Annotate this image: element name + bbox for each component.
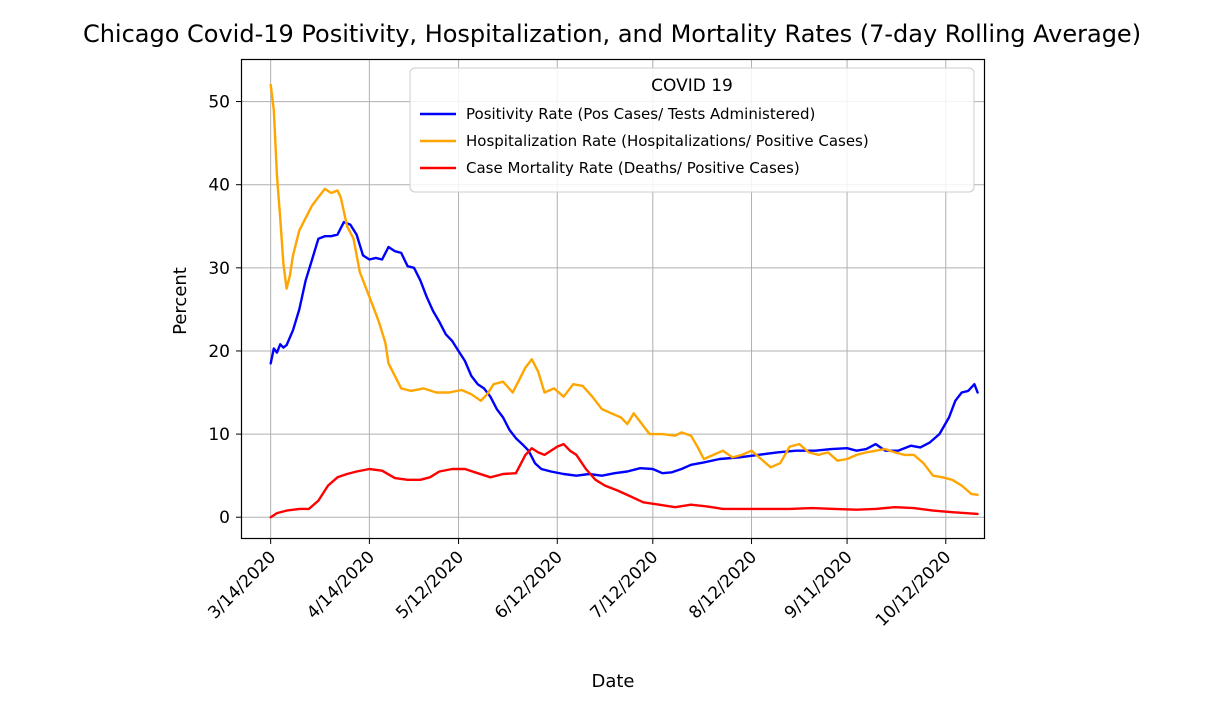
x-tick-label: 5/12/2020 bbox=[392, 547, 468, 623]
x-tick-label: 4/14/2020 bbox=[303, 547, 379, 623]
series-line-3 bbox=[269, 442, 979, 519]
plot-area-frame bbox=[240, 58, 986, 540]
legend-entries: Positivity Rate (Pos Cases/ Tests Admini… bbox=[420, 105, 869, 177]
y-tick-label: 10 bbox=[208, 425, 230, 445]
x-tick-label: 8/12/2020 bbox=[685, 547, 761, 623]
legend-label-1: Positivity Rate (Pos Cases/ Tests Admini… bbox=[466, 105, 815, 123]
x-axis-ticks: 3/14/2020 4/14/2020 5/12/2020 6/12/2020 7/12… bbox=[204, 538, 955, 631]
y-tick-label: 50 bbox=[208, 93, 230, 113]
legend-label-2: Hospitalization Rate (Hospitalizations/ … bbox=[466, 132, 869, 150]
x-tick-label: 3/14/2020 bbox=[204, 547, 280, 623]
chart-title: Chicago Covid-19 Positivity, Hospitaliza… bbox=[83, 20, 1141, 48]
y-tick-label: 40 bbox=[208, 176, 230, 196]
x-tick-label: 10/12/2020 bbox=[872, 547, 955, 630]
legend-title: COVID 19 bbox=[651, 76, 733, 96]
x-axis-label: Date bbox=[591, 671, 634, 692]
y-tick-label: 0 bbox=[219, 508, 230, 528]
y-axis-ticks: 0 10 20 30 40 50 bbox=[208, 93, 242, 528]
series-line-1 bbox=[269, 220, 979, 477]
series-lines bbox=[269, 83, 979, 519]
legend: COVID 19 Positivity Rate (Pos Cases/ Tes… bbox=[409, 67, 975, 193]
y-tick-label: 30 bbox=[208, 259, 230, 279]
x-tick-label: 6/12/2020 bbox=[491, 547, 567, 623]
legend-box bbox=[409, 67, 975, 193]
series-line-2 bbox=[269, 83, 979, 496]
y-tick-label: 20 bbox=[208, 342, 230, 362]
y-axis-label: Percent bbox=[170, 267, 191, 335]
legend-label-3: Case Mortality Rate (Deaths/ Positive Ca… bbox=[466, 159, 800, 177]
x-tick-label: 7/12/2020 bbox=[587, 547, 663, 623]
x-tick-label: 9/11/2020 bbox=[781, 547, 857, 623]
